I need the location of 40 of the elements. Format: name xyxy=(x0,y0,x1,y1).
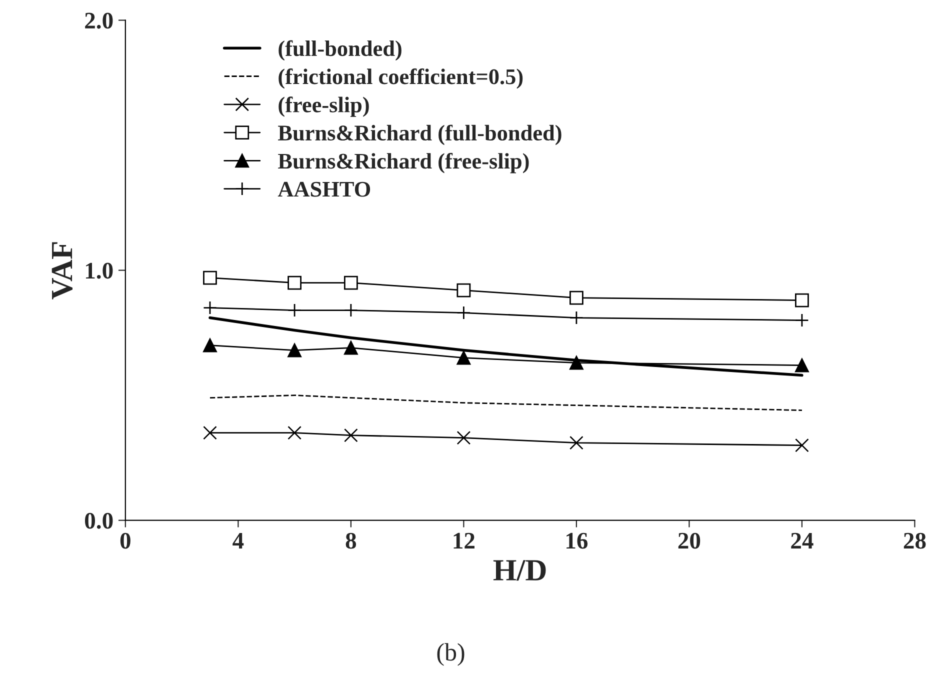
legend-label: Burns&Richard (full-bonded) xyxy=(278,124,562,146)
line-series xyxy=(209,394,803,411)
point xyxy=(795,358,809,372)
point xyxy=(570,356,584,370)
legend-label: AASHTO xyxy=(278,182,370,197)
point xyxy=(456,350,471,365)
legend-label: (frictional coefficient=0.5) xyxy=(278,68,523,89)
point xyxy=(570,436,584,450)
point xyxy=(203,426,217,440)
point xyxy=(795,438,809,452)
point xyxy=(288,343,302,358)
point xyxy=(203,270,217,285)
x-tick-label: 20 xyxy=(678,532,700,549)
point xyxy=(203,338,217,352)
y-tick-label: 1.0 xyxy=(86,262,113,279)
x-tick-label: 12 xyxy=(454,532,474,549)
point xyxy=(344,276,358,290)
legend-label: (free-slip) xyxy=(278,96,369,117)
point xyxy=(570,290,584,305)
y-tick-label: 0.0 xyxy=(85,512,113,529)
x-tick-label: 8 xyxy=(346,532,356,549)
x-tick-label: 4 xyxy=(232,532,244,549)
point xyxy=(288,426,302,440)
y-tick-label: 2.0 xyxy=(85,12,113,29)
x-tick-label: 16 xyxy=(566,532,588,549)
legend-label: Burns&Richard (free-slip) xyxy=(278,152,529,174)
point xyxy=(344,340,358,355)
x-axis-title: H/D xyxy=(493,560,546,581)
x-tick-label: 0 xyxy=(120,532,130,549)
point xyxy=(795,293,809,308)
text: (b) xyxy=(437,643,464,666)
legend-label: (full-bonded) xyxy=(278,40,402,61)
y-axis-title: VAF xyxy=(52,242,72,300)
point xyxy=(344,428,358,442)
x-tick-label: 28 xyxy=(904,532,926,549)
point xyxy=(795,313,809,328)
point xyxy=(288,276,302,290)
point xyxy=(456,430,471,445)
point xyxy=(456,283,471,298)
x-tick-label: 24 xyxy=(791,532,814,549)
